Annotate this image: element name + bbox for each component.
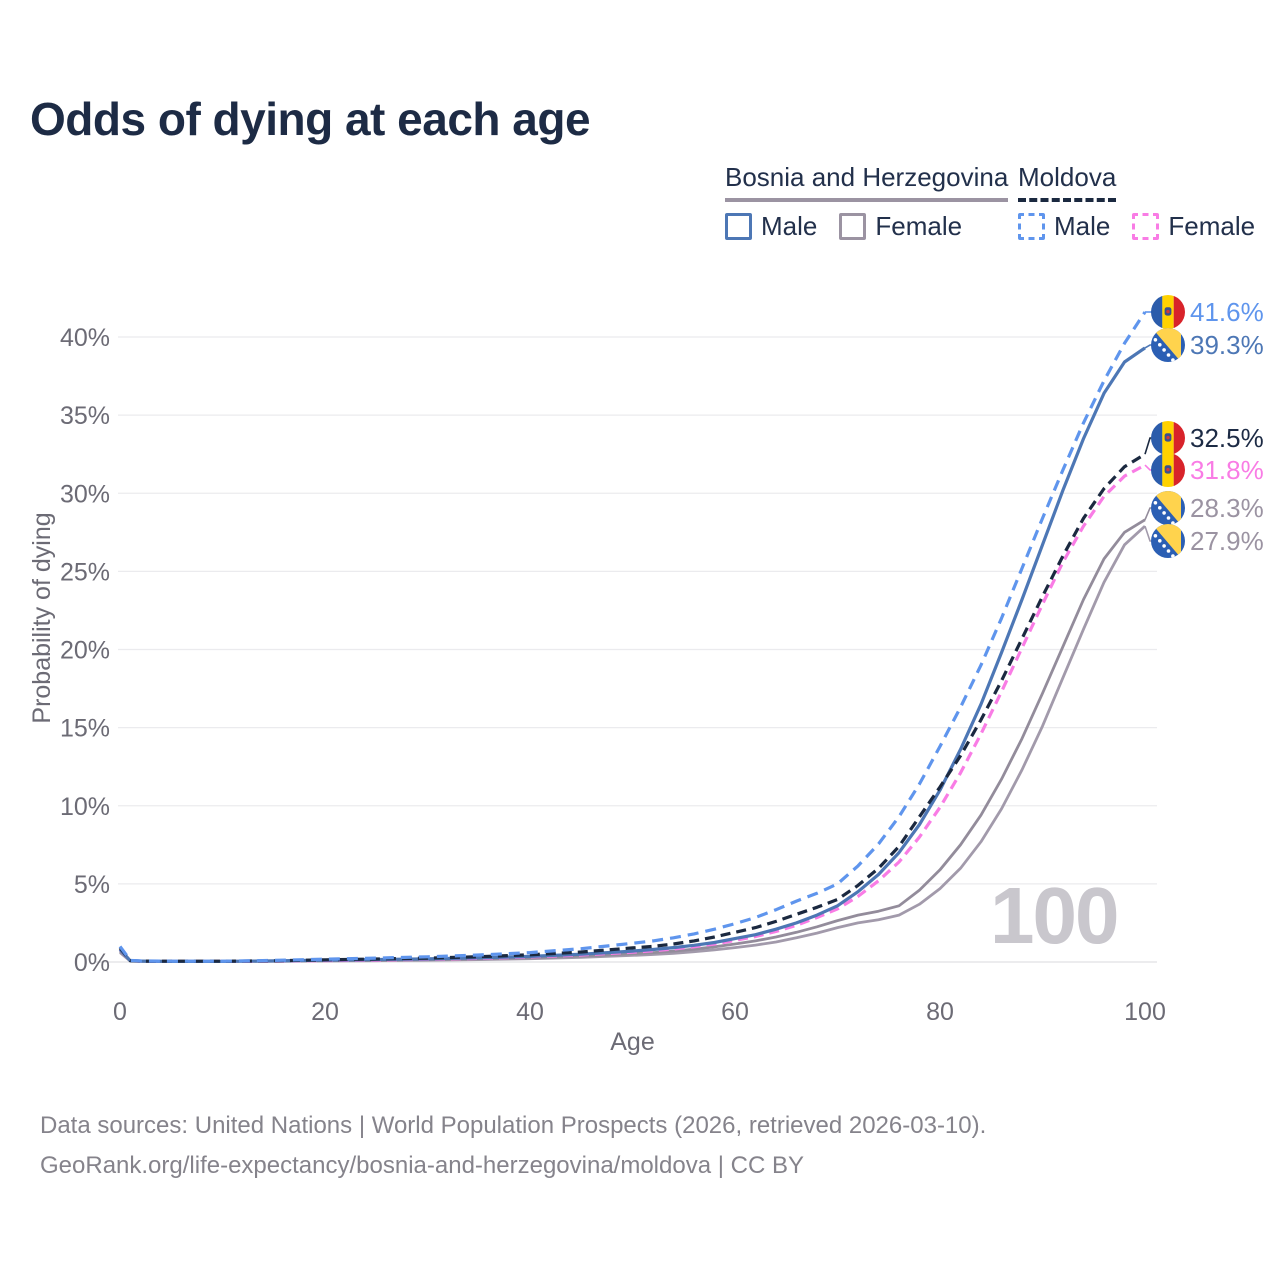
x-tick-label: 20: [311, 998, 339, 1026]
moldova-flag-icon: [1151, 295, 1185, 329]
bosnia-flag-icon: [1151, 491, 1185, 525]
legend-country-label: Bosnia and Herzegovina: [725, 162, 1009, 192]
end-value-label: 41.6%: [1190, 297, 1264, 327]
x-tick-label: 100: [1124, 998, 1166, 1026]
series-line-bosnia-and-herzegovina-both-sexes[interactable]: [119, 518, 1146, 963]
legend-country-label: Moldova: [1018, 162, 1117, 192]
y-tick-label: 0%: [74, 949, 110, 977]
series-line-moldova-both-sexes[interactable]: [118, 452, 1146, 963]
bosnia-flag-icon: [1151, 524, 1185, 558]
y-axis-title: Probability of dying: [28, 512, 56, 723]
legend-item-label: Male: [1054, 211, 1111, 241]
bosnia-flag-icon: [1151, 328, 1185, 362]
y-tick-label: 10%: [60, 793, 110, 821]
legend-item-female[interactable]: Female: [839, 211, 962, 242]
leader-line: [1144, 507, 1152, 521]
legend-item-female[interactable]: Female: [1132, 211, 1255, 242]
legend-swatch: [725, 213, 752, 240]
legend-group-bosnia-and-herzegovina: Bosnia and Herzegovina Male Female: [725, 162, 1009, 242]
y-tick-label: 5%: [74, 871, 110, 899]
moldova-flag-icon: [1151, 453, 1185, 487]
moldova-flag-icon: [1151, 421, 1185, 455]
legend-item-label: Female: [875, 211, 963, 241]
legend-country-linestyle: [725, 198, 1009, 202]
end-value-label: 31.8%: [1190, 455, 1264, 485]
series-line-moldova-female[interactable]: [118, 463, 1146, 964]
y-tick-label: 25%: [60, 558, 110, 586]
x-tick-label: 0: [113, 998, 127, 1026]
x-tick-label: 80: [926, 998, 954, 1026]
leader-line: [1144, 525, 1152, 542]
legend: Bosnia and Herzegovina Male Female Moldova M…: [0, 162, 1280, 252]
y-tick-label: 15%: [60, 715, 110, 743]
series-line-bosnia-and-herzegovina-male[interactable]: [118, 346, 1146, 964]
legend-swatch: [1132, 213, 1160, 240]
x-tick-label: 60: [721, 998, 749, 1026]
series-line-bosnia-and-herzegovina-female[interactable]: [119, 525, 1146, 963]
x-axis-title: Age: [610, 1028, 654, 1056]
legend-swatch: [839, 213, 867, 240]
legend-item-label: Female: [1168, 211, 1256, 241]
legend-item-male[interactable]: Male: [725, 211, 817, 242]
legend-swatch: [1018, 213, 1045, 240]
end-value-label: 32.5%: [1190, 423, 1264, 453]
y-tick-label: 20%: [60, 637, 110, 665]
page-title: Odds of dying at each age: [30, 93, 591, 145]
attribution-text: GeoRank.org/life-expectancy/bosnia-and-h…: [40, 1152, 804, 1179]
y-tick-label: 35%: [60, 402, 110, 430]
leader-line: [1144, 437, 1152, 455]
legend-country-linestyle: [1018, 198, 1117, 202]
end-value-label: 28.3%: [1190, 493, 1264, 523]
end-value-label: 27.9%: [1190, 526, 1264, 556]
end-value-label: 39.3%: [1190, 330, 1264, 360]
footer: Data sources: United Nations | World Pop…: [40, 1106, 986, 1186]
y-tick-label: 30%: [60, 480, 110, 508]
legend-item-label: Male: [761, 211, 818, 241]
y-tick-label: 40%: [60, 324, 110, 352]
legend-item-male[interactable]: Male: [1018, 211, 1110, 242]
leader-line: [1144, 464, 1152, 471]
data-sources-text: Data sources: United Nations | World Pop…: [40, 1112, 987, 1139]
legend-group-moldova: Moldova Male Female: [1018, 162, 1255, 242]
leader-line: [1144, 344, 1152, 349]
series-line-moldova-male[interactable]: [118, 311, 1147, 963]
x-tick-label: 40: [516, 998, 544, 1026]
